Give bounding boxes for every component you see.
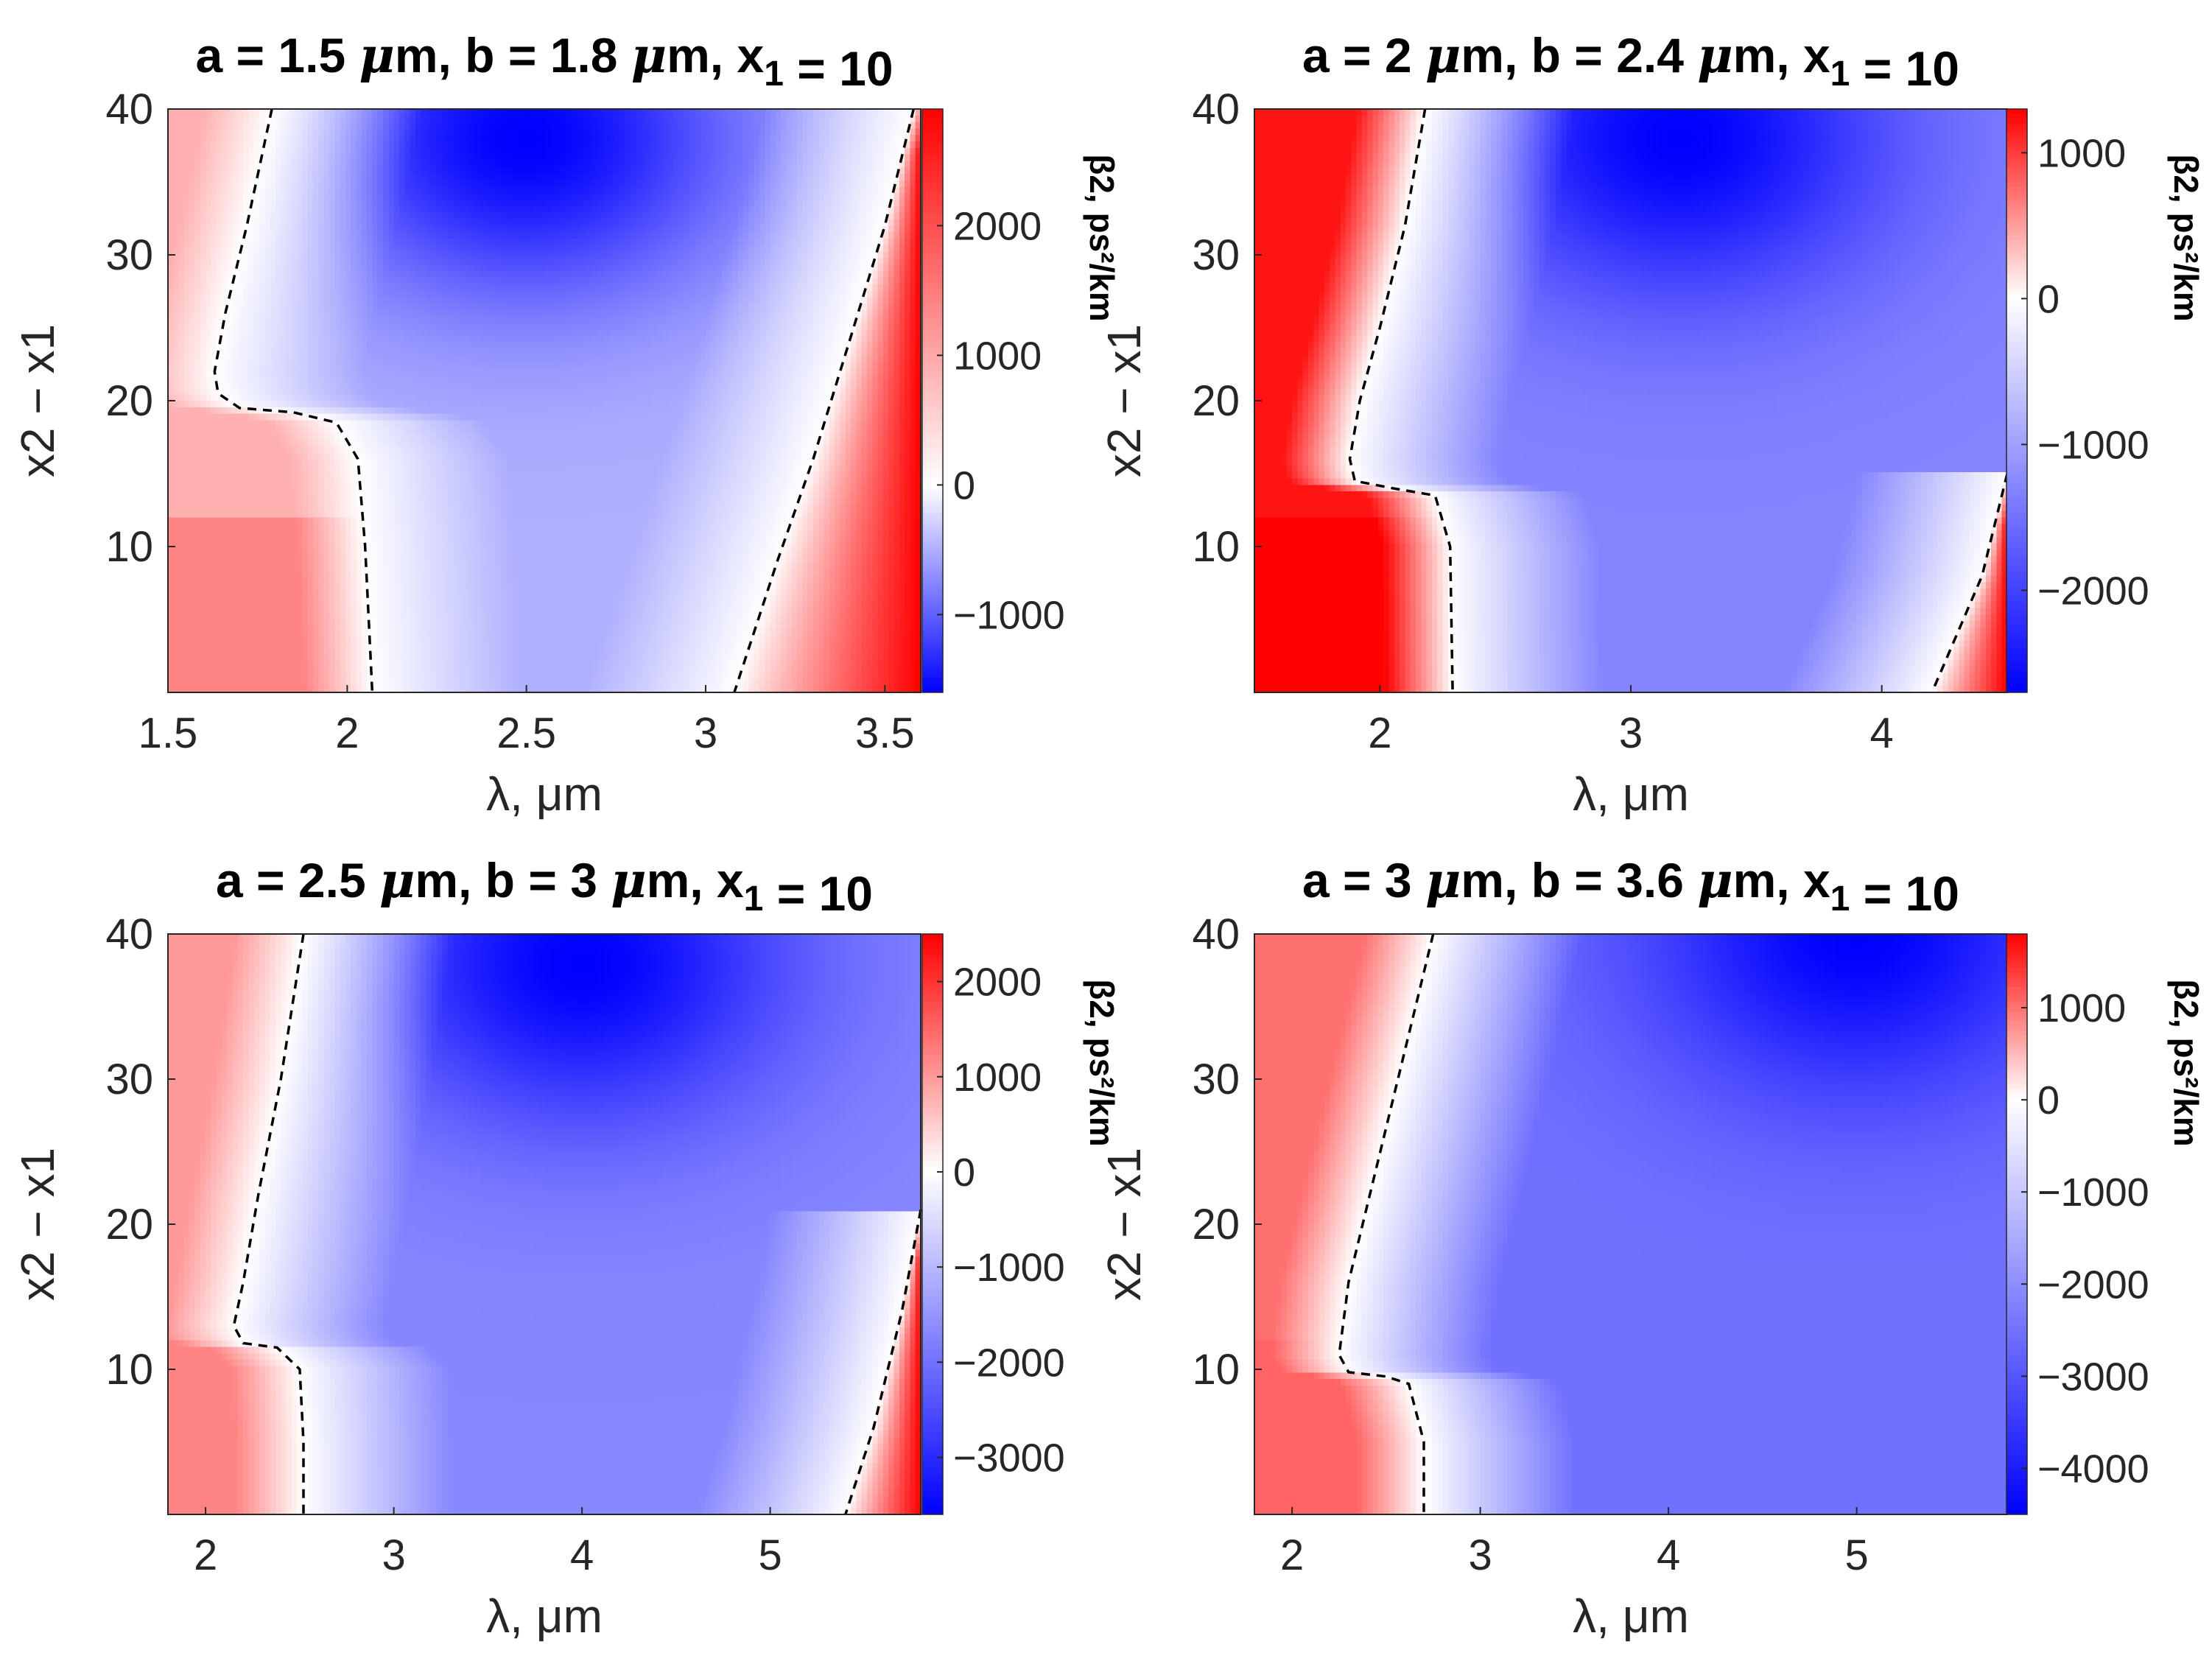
title-a-value: 2 [1385,28,1412,82]
colorbar-tick-label: −1000 [2037,1170,2149,1215]
x-tick-label: 5 [1844,1531,1868,1579]
y-tick-label: 10 [105,523,153,571]
colorbar-label: β2, ps²/km [1083,979,1121,1146]
x-tick-label: 3 [1468,1531,1492,1579]
colorbar-tick-label: 1000 [953,334,1042,378]
x-tick-label: 4 [1657,1531,1680,1579]
colorbar: −3000 −2000 −1000 0 1000 2000 β2, ps²/km [922,934,1121,1515]
heatmap-field [1254,934,2008,1515]
y-tick-label: 30 [1192,231,1240,279]
colorbar-tick-label: −1000 [2037,423,2149,467]
y-tick-label: 30 [105,1056,153,1103]
x-tick-label: 3 [1619,709,1643,757]
colorbar-tick-label: −1000 [953,1246,1065,1290]
y-tick-label: 20 [105,377,153,425]
x-tick-label: 3 [382,1531,405,1579]
x-axis-label: λ, μm [486,1590,603,1643]
title-x1-value: 10 [839,41,893,96]
panel-title: a = 2 μm, b = 2.4 μm, x1 = 10 [1302,27,1959,96]
y-tick-label: 30 [1192,1056,1240,1103]
colorbar-tick-label: 0 [953,463,975,508]
y-axis-label: x2 − x1 [1098,1148,1151,1301]
y-axis-label: x2 − x1 [1098,324,1151,477]
colorbar-tick-label: 0 [953,1151,975,1195]
colorbar-label: β2, ps²/km [2167,979,2205,1146]
colorbar: −4000 −3000 −2000 −1000 0 1000 β2, ps²/km [2006,934,2205,1515]
y-tick-label: 40 [1192,910,1240,958]
title-x1-value: 10 [1906,41,1959,96]
colorbar-label: β2, ps²/km [1083,154,1121,321]
title-a-value: 3 [1385,853,1412,907]
heatmap-field [1254,109,2008,693]
panel-title: a = 3 μm, b = 3.6 μm, x1 = 10 [1302,851,1959,921]
panel-title: a = 2.5 μm, b = 3 μm, x1 = 10 [216,851,873,921]
y-tick-label: 10 [1192,1346,1240,1394]
x-tick-label: 4 [570,1531,594,1579]
colorbar-label: β2, ps²/km [2167,154,2205,321]
figure: 1.5 2 2.5 3 3.510203040λ, μmx2 − x1a = 1.5 μ… [0,0,2212,1675]
x-axis-label: λ, μm [1573,1590,1689,1643]
colorbar-tick-label: −2000 [953,1341,1065,1385]
colorbar-tick-label: 0 [2037,277,2060,321]
colorbar: −1000 0 1000 2000 β2, ps²/km [922,109,1121,693]
title-x1-value: 10 [1906,866,1959,921]
title-b-value: 2.4 [1616,28,1684,82]
y-tick-label: 30 [105,231,153,279]
colorbar-tick-label: 2000 [953,204,1042,248]
y-tick-label: 20 [1192,1201,1240,1249]
x-tick-label: 2 [1368,709,1391,757]
colorbar-tick-label: 1000 [953,1056,1042,1100]
colorbar-tick-label: 0 [2037,1078,2060,1123]
y-tick-label: 10 [1192,523,1240,571]
x-tick-label: 2 [1280,1531,1304,1579]
y-tick-label: 40 [105,910,153,958]
colorbar-tick-label: 1000 [2037,131,2126,175]
colorbar-tick-label: −3000 [953,1436,1065,1480]
x-tick-label: 2 [194,1531,217,1579]
colorbar-tick-label: −3000 [2037,1355,2149,1399]
colorbar: −2000 −1000 0 1000 β2, ps²/km [2006,109,2205,693]
x-axis-label: λ, μm [1573,768,1689,821]
y-tick-label: 20 [105,1201,153,1249]
x-tick-label: 1.5 [138,709,198,757]
colorbar-tick-label: 1000 [2037,986,2126,1030]
colorbar-tick-label: 2000 [953,961,1042,1005]
panel-1: 1.5 2 2.5 3 3.5 10 20 30 40 λ, μm x2 − x1 a = 1.5 μ… [11,27,1121,821]
title-b-value: 3.6 [1616,853,1684,907]
colorbar-tick-label: −2000 [2037,569,2149,613]
x-axis-label: λ, μm [486,768,603,821]
title-b-value: 3 [570,853,597,907]
heatmap-field [168,934,921,1515]
y-tick-label: 20 [1192,377,1240,425]
y-tick-label: 10 [105,1346,153,1394]
x-tick-label: 2 [335,709,359,757]
x-tick-label: 5 [758,1531,782,1579]
y-axis-label: x2 − x1 [11,324,64,477]
x-tick-label: 4 [1870,709,1894,757]
colorbar-tick-label: −1000 [953,593,1065,637]
title-x1-value: 10 [819,866,873,921]
heatmap-field [168,109,921,693]
x-tick-label: 3 [694,709,717,757]
colorbar-tick-label: −2000 [2037,1263,2149,1307]
y-tick-label: 40 [1192,85,1240,133]
title-a-value: 2.5 [298,853,366,907]
x-tick-label: 3.5 [855,709,915,757]
y-tick-label: 40 [105,85,153,133]
colorbar-tick-label: −4000 [2037,1447,2149,1491]
y-axis-label: x2 − x1 [11,1148,64,1301]
title-a-value: 1.5 [278,28,345,82]
panel-title: a = 1.5 μm, b = 1.8 μm, x1 = 10 [195,27,893,96]
x-tick-label: 2.5 [496,709,556,757]
title-b-value: 1.8 [550,28,618,82]
